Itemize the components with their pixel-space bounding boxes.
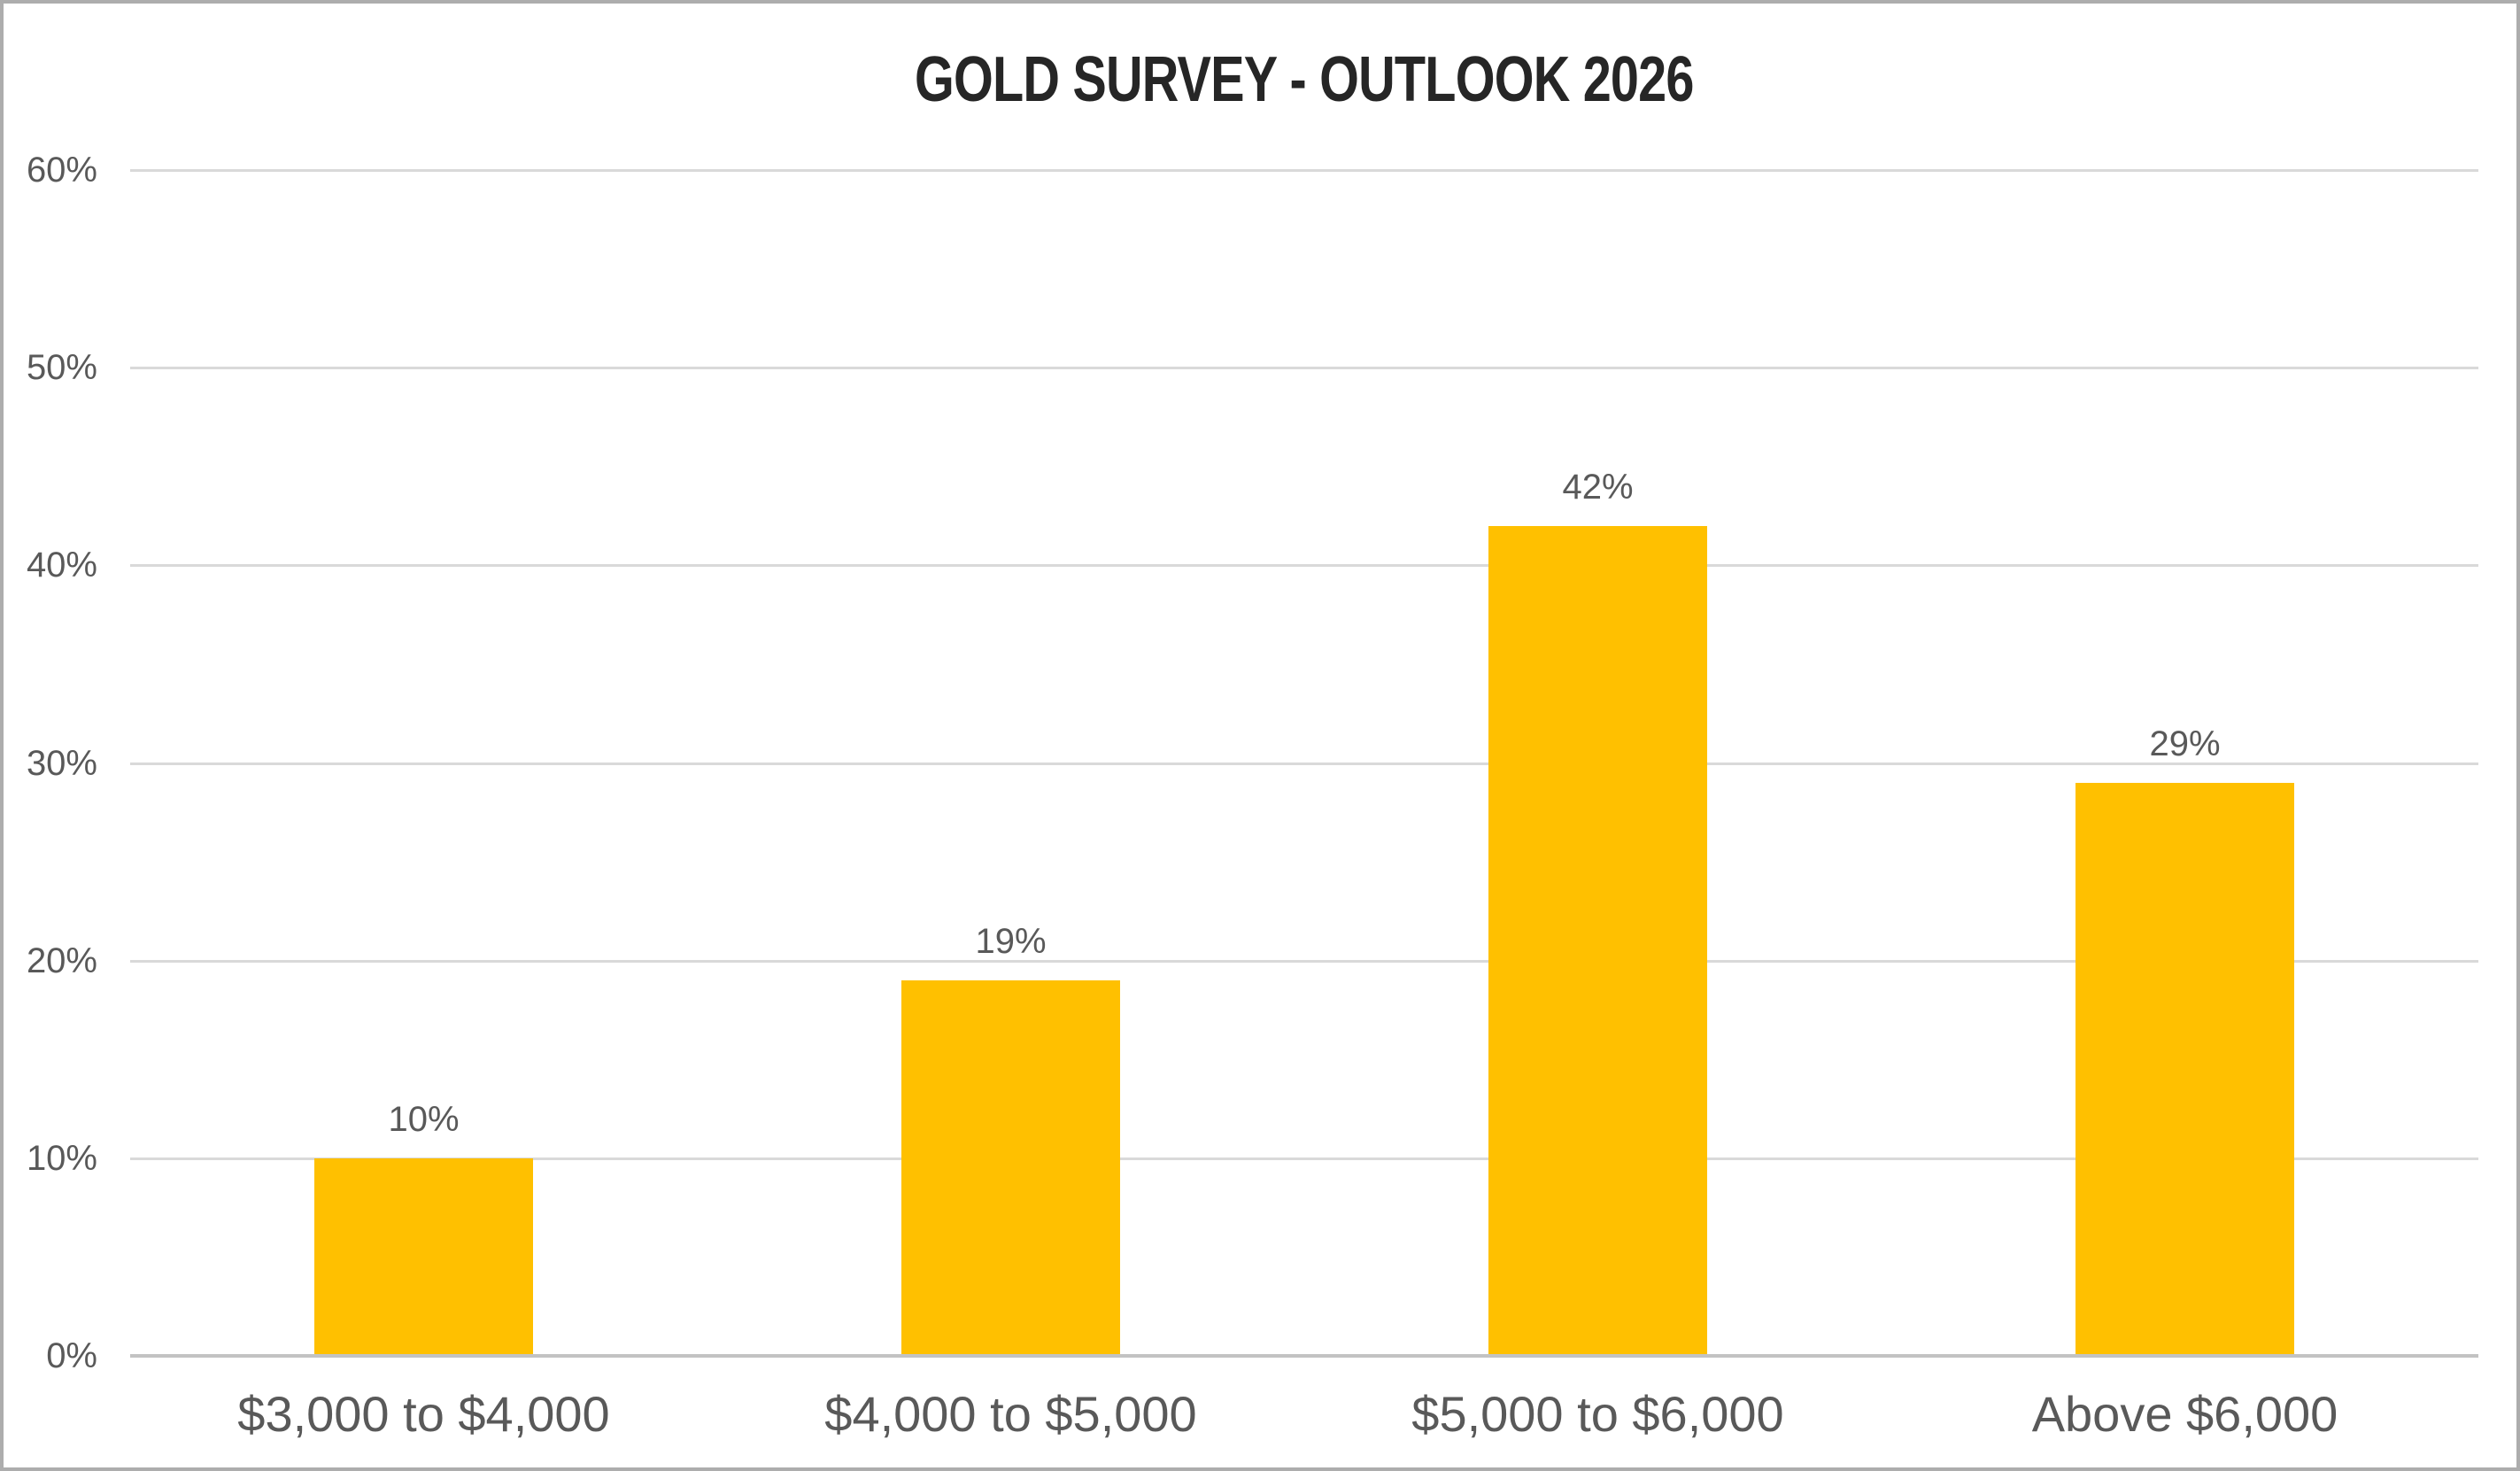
gridline: [130, 762, 2478, 765]
plot-area: 0% 10% 20% 30% 40% 50% 60% 10% 19% 42% 29% $3,000…: [27, 151, 2478, 1441]
bar-value-label: 29%: [2149, 724, 2221, 763]
y-tick-label: 0%: [46, 1336, 97, 1375]
bar: [1488, 525, 1707, 1356]
y-tick-label: 20%: [26, 941, 97, 980]
y-tick-label: 60%: [26, 151, 97, 190]
bar: [314, 1157, 533, 1356]
y-tick-label: 50%: [26, 348, 97, 388]
gridline: [130, 169, 2478, 172]
bar: [2076, 782, 2294, 1356]
category-label: Above $6,000: [2031, 1386, 2338, 1442]
y-tick-label: 40%: [26, 546, 97, 585]
chart-title: GOLD SURVEY - OUTLOOK 2026: [915, 44, 1694, 115]
gridline: [130, 959, 2478, 963]
category-label: $4,000 to $5,000: [824, 1386, 1197, 1442]
y-tick-label: 30%: [26, 743, 97, 783]
y-tick-label: 10%: [26, 1138, 97, 1178]
category-label: $5,000 to $6,000: [1411, 1386, 1784, 1442]
bar-value-label: 10%: [388, 1099, 460, 1139]
gridline: [130, 1157, 2478, 1160]
x-axis-line: [130, 1354, 2478, 1358]
chart-title-row: GOLD SURVEY - OUTLOOK 2026: [130, 46, 2478, 113]
gridline: [130, 564, 2478, 568]
gridline: [130, 367, 2478, 370]
bar-value-label: 19%: [975, 921, 1047, 961]
bar: [901, 979, 1120, 1356]
bar-value-label: 42%: [1562, 467, 1634, 507]
category-label: $3,000 to $4,000: [237, 1386, 610, 1442]
